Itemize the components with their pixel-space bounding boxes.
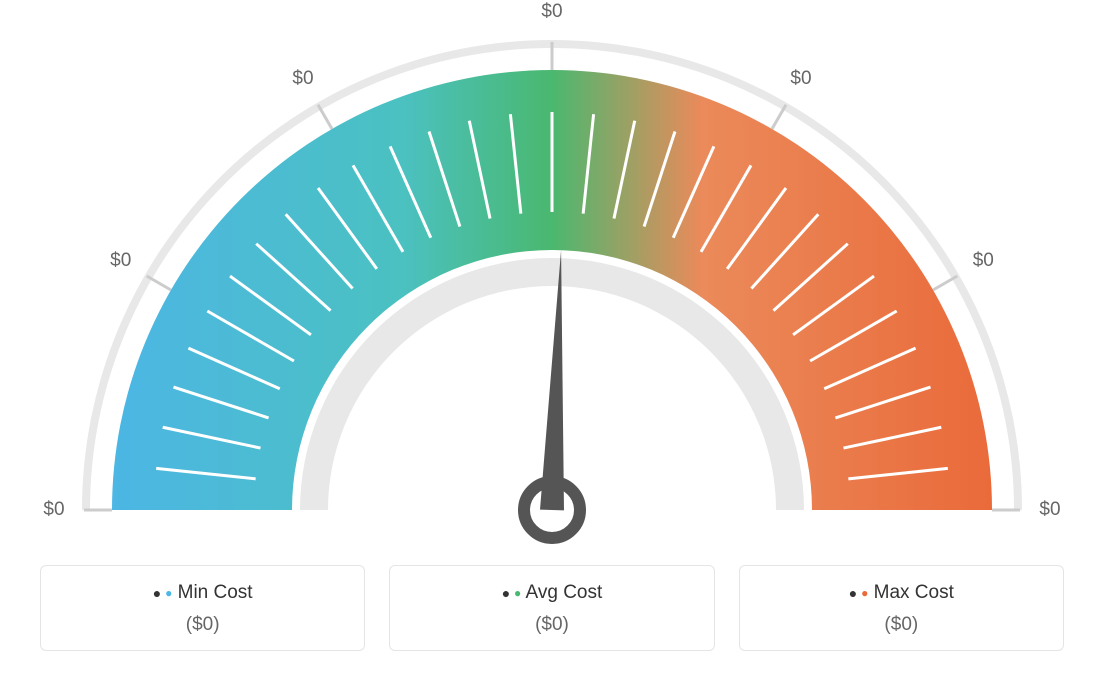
cost-gauge-container: $0 $0 $0 $0 $0 $0 $0 ● Min Cost ($0) ● Avg Cos… [0, 0, 1104, 690]
legend-avg-label: ● Avg Cost [400, 582, 703, 604]
legend-card-min: ● Min Cost ($0) [40, 565, 365, 651]
legend-row: ● Min Cost ($0) ● Avg Cost ($0) ● Max Co… [40, 565, 1064, 651]
gauge-axis-label: $0 [110, 250, 131, 272]
legend-avg-value: ($0) [400, 614, 703, 636]
legend-card-avg: ● Avg Cost ($0) [389, 565, 714, 651]
gauge-svg [0, 0, 1104, 560]
legend-card-max: ● Max Cost ($0) [739, 565, 1064, 651]
gauge-axis-label: $0 [1039, 499, 1060, 521]
legend-min-value: ($0) [51, 614, 354, 636]
legend-max-value: ($0) [750, 614, 1053, 636]
legend-min-label: ● Min Cost [51, 582, 354, 604]
gauge-axis-label: $0 [292, 68, 313, 90]
gauge-axis-label: $0 [790, 68, 811, 90]
gauge-axis-label: $0 [43, 499, 64, 521]
legend-max-label: ● Max Cost [750, 582, 1053, 604]
gauge-axis-label: $0 [541, 1, 562, 23]
gauge-chart [0, 0, 1104, 530]
gauge-axis-label: $0 [973, 250, 994, 272]
